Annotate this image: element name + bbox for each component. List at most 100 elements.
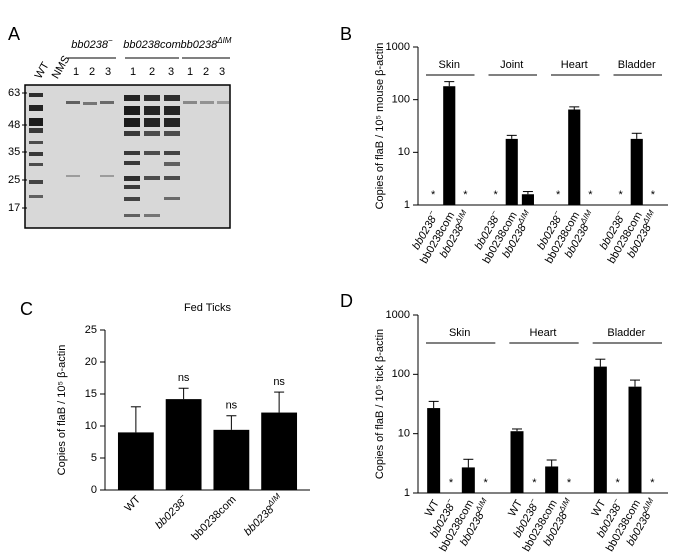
y-tick-label: 20 [85, 356, 97, 368]
bar [593, 366, 607, 493]
blot-band [217, 101, 229, 104]
bar [505, 138, 518, 205]
value-label: * [463, 189, 468, 201]
label-superscript: − [488, 208, 498, 217]
mw-marker-label: 25 [8, 174, 20, 186]
blot-band [29, 152, 43, 156]
value-label: * [650, 477, 655, 489]
y-axis-label: Copies of flaB / 10⁵ tick β-actin [374, 329, 386, 479]
y-tick-label: 5 [91, 452, 97, 464]
blot-band [164, 131, 180, 136]
blot-band [164, 151, 180, 155]
label-superscript: − [426, 208, 436, 217]
label-superscript: − [108, 36, 113, 45]
chart-title: Fed Ticks [184, 302, 232, 314]
value-label: * [431, 189, 436, 201]
error-bar [569, 106, 580, 110]
y-tick-label: 1 [404, 199, 410, 211]
blot-band [29, 93, 43, 97]
blot-band [144, 118, 160, 127]
blot-band [124, 106, 140, 115]
group-label: Joint [500, 59, 523, 71]
bar [630, 138, 643, 205]
panel-letter: D [340, 291, 353, 311]
y-tick-label: 25 [85, 324, 97, 336]
error-bar [463, 458, 474, 468]
group-label: Bladder [607, 327, 645, 339]
label-superscript: − [610, 496, 620, 505]
blot-band [164, 118, 180, 127]
blot-band [144, 95, 160, 101]
group-label: bb0238ΔIM [181, 36, 232, 51]
y-tick-label: 100 [392, 94, 410, 106]
y-axis-label: Copies of flaB / 10⁵ β-actin [56, 345, 68, 476]
blot-band [124, 131, 140, 136]
bar [213, 429, 250, 490]
lane-number: 1 [73, 66, 79, 78]
value-label: * [567, 477, 572, 489]
y-tick-label: 1000 [386, 41, 410, 53]
blot-band [29, 163, 43, 166]
value-label: * [449, 477, 454, 489]
mw-marker-label: 48 [8, 119, 20, 131]
error-bar [631, 132, 642, 139]
lane-number: 3 [168, 66, 174, 78]
value-label: * [651, 189, 656, 201]
error-bar [630, 379, 640, 387]
blot-band [164, 106, 180, 115]
value-label: ns [273, 376, 285, 388]
error-bar [130, 406, 141, 433]
label-superscript: − [177, 491, 187, 501]
mw-marker-label: 63 [8, 87, 20, 99]
bar [261, 412, 298, 490]
blot-band [164, 176, 180, 180]
y-tick-label: 10 [398, 428, 410, 440]
y-tick-label: 1000 [386, 309, 410, 321]
group-label: Skin [449, 327, 470, 339]
blot-band [66, 101, 80, 104]
panel-letter: C [20, 299, 33, 319]
label-text: bb0238 [71, 39, 109, 51]
error-bar [444, 81, 455, 87]
panel-letter: B [340, 24, 352, 44]
error-bar [512, 428, 522, 432]
blot-band [124, 185, 140, 189]
blot-band [144, 151, 160, 155]
blot-band [29, 195, 43, 198]
bar [510, 431, 524, 493]
blot-band [124, 197, 140, 201]
value-label: * [618, 189, 623, 201]
label-superscript: ΔIM [216, 36, 232, 45]
blot-band [100, 101, 114, 104]
blot-band [164, 162, 180, 166]
group-label: Heart [530, 327, 557, 339]
blot-band [124, 95, 140, 101]
blot-band [124, 161, 140, 165]
label-superscript: − [551, 208, 561, 217]
bar [521, 194, 534, 205]
value-label: * [616, 477, 621, 489]
bar [427, 408, 441, 493]
y-axis-label: Copies of flaB / 10⁵ mouse β-actin [374, 43, 386, 210]
group-label: Skin [439, 59, 460, 71]
y-tick-label: 1 [404, 487, 410, 499]
error-bar [595, 358, 606, 367]
group-label: bb0238com [123, 39, 181, 51]
error-bar [522, 191, 533, 195]
blot-band [29, 105, 43, 111]
label-superscript: − [613, 208, 623, 217]
lane-number: 1 [130, 66, 136, 78]
blot-band [144, 176, 160, 180]
blot-band [29, 128, 43, 133]
bar [165, 399, 202, 490]
blot-band [83, 102, 97, 105]
blot-band [124, 151, 140, 155]
blot-band [144, 106, 160, 115]
value-label: * [556, 189, 561, 201]
y-tick-label: 0 [91, 484, 97, 496]
blot-band [29, 180, 43, 184]
error-bar [226, 415, 237, 430]
value-label: * [532, 477, 537, 489]
error-bar [178, 387, 189, 400]
lane-number: 2 [89, 66, 95, 78]
